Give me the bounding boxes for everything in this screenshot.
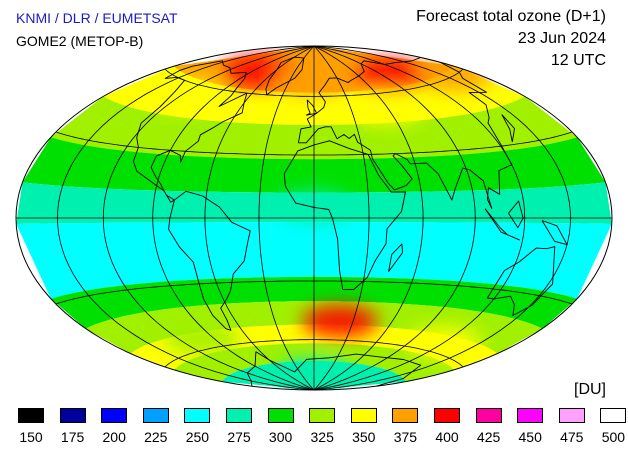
ozone-band	[50, 276, 578, 329]
tropical-band-low-region	[240, 233, 317, 266]
legend-label-225: 225	[144, 429, 168, 445]
legend-swatch-325	[309, 408, 336, 423]
legend-swatch-175	[59, 408, 86, 423]
arctic-high-region	[352, 58, 429, 91]
color-legend: 150 175 200 225 250 275 300 325 350 375 400 425 450 4…	[18, 408, 627, 448]
legend-label-250: 250	[185, 429, 210, 445]
legend-label-175: 175	[60, 429, 85, 445]
legend-label-400: 400	[435, 429, 459, 445]
legend-swatch-250	[184, 408, 211, 423]
forecast-date: 23 Jun 2024	[517, 30, 606, 47]
coastline	[246, 351, 422, 387]
globe-outline	[15, 45, 613, 391]
ozone-band	[174, 343, 454, 382]
coastline	[283, 140, 406, 290]
credit-label: KNMI / DLR / EUMETSAT	[16, 10, 178, 26]
legend-swatch-400	[434, 408, 460, 423]
legend-label-200: 200	[102, 429, 126, 445]
coastline	[484, 208, 520, 241]
legend-label-375: 375	[393, 429, 418, 445]
parallel-line	[55, 280, 573, 305]
legend-label-450: 450	[518, 429, 542, 445]
parallel-line	[164, 339, 464, 368]
title-block: Forecast total ozone (D+1) 23 Jun 2024 1…	[416, 6, 606, 72]
coastline	[132, 60, 248, 203]
coastline	[388, 243, 403, 272]
coastline	[306, 99, 318, 116]
legend-swatch-200	[101, 408, 128, 423]
legend-label-500: 500	[601, 429, 626, 445]
legend-swatch-375	[392, 408, 419, 423]
legend-label-325: 325	[310, 429, 334, 445]
parallel-line	[55, 131, 573, 156]
legend-swatch-450	[517, 408, 544, 423]
ozone-band	[85, 301, 543, 354]
forecast-time: 12 UTC	[550, 52, 606, 69]
legend-label-475: 475	[560, 429, 584, 445]
legend-label-275: 275	[227, 429, 251, 445]
legend-swatch-475	[558, 408, 585, 423]
legend-label-425: 425	[476, 429, 501, 445]
legend-unit: [DU]	[574, 381, 606, 398]
legend-label-350: 350	[352, 429, 376, 445]
legend-swatch-150	[18, 408, 44, 423]
legend-swatch-350	[350, 408, 377, 423]
legend-label-300: 300	[268, 429, 293, 445]
map-title: Forecast total ozone (D+1)	[416, 8, 606, 25]
instrument-label: GOME2 (METOP-B)	[16, 33, 144, 49]
legend-swatch-300	[267, 408, 294, 423]
parallel-line	[164, 68, 464, 97]
south-atlantic-high-region	[302, 305, 378, 338]
legend-swatch-225	[142, 408, 169, 423]
coastline	[501, 114, 515, 143]
legend-swatch-500	[600, 408, 627, 423]
legend-swatch-275	[226, 408, 252, 423]
ozone-field	[16, 46, 612, 390]
legend-swatch-425	[475, 408, 502, 423]
coastline	[486, 246, 556, 316]
coastline	[168, 190, 251, 331]
legend-label-150: 150	[19, 429, 43, 445]
